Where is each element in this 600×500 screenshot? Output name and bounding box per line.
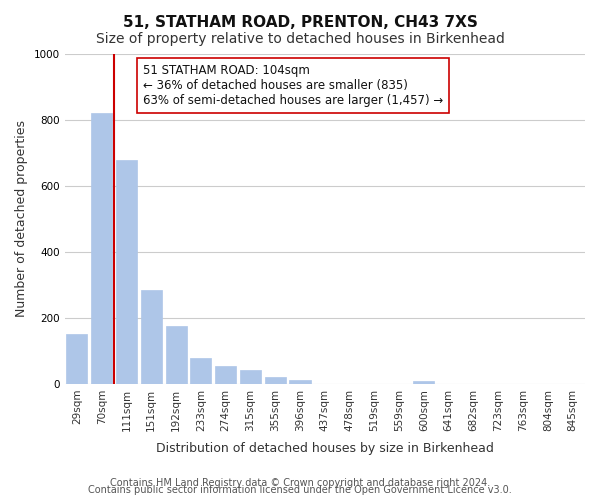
Bar xyxy=(166,326,187,384)
Bar xyxy=(240,370,261,384)
Bar xyxy=(116,160,137,384)
Text: Size of property relative to detached houses in Birkenhead: Size of property relative to detached ho… xyxy=(95,32,505,46)
Bar xyxy=(141,290,162,384)
Bar xyxy=(67,334,88,384)
Bar xyxy=(190,358,211,384)
Text: 51 STATHAM ROAD: 104sqm
← 36% of detached houses are smaller (835)
63% of semi-d: 51 STATHAM ROAD: 104sqm ← 36% of detache… xyxy=(143,64,443,107)
Bar xyxy=(265,378,286,384)
Bar xyxy=(289,380,311,384)
Bar xyxy=(91,114,112,384)
Bar xyxy=(215,366,236,384)
Bar xyxy=(413,380,434,384)
Text: Contains HM Land Registry data © Crown copyright and database right 2024.: Contains HM Land Registry data © Crown c… xyxy=(110,478,490,488)
Text: 51, STATHAM ROAD, PRENTON, CH43 7XS: 51, STATHAM ROAD, PRENTON, CH43 7XS xyxy=(122,15,478,30)
Y-axis label: Number of detached properties: Number of detached properties xyxy=(15,120,28,318)
Text: Contains public sector information licensed under the Open Government Licence v3: Contains public sector information licen… xyxy=(88,485,512,495)
X-axis label: Distribution of detached houses by size in Birkenhead: Distribution of detached houses by size … xyxy=(156,442,494,455)
